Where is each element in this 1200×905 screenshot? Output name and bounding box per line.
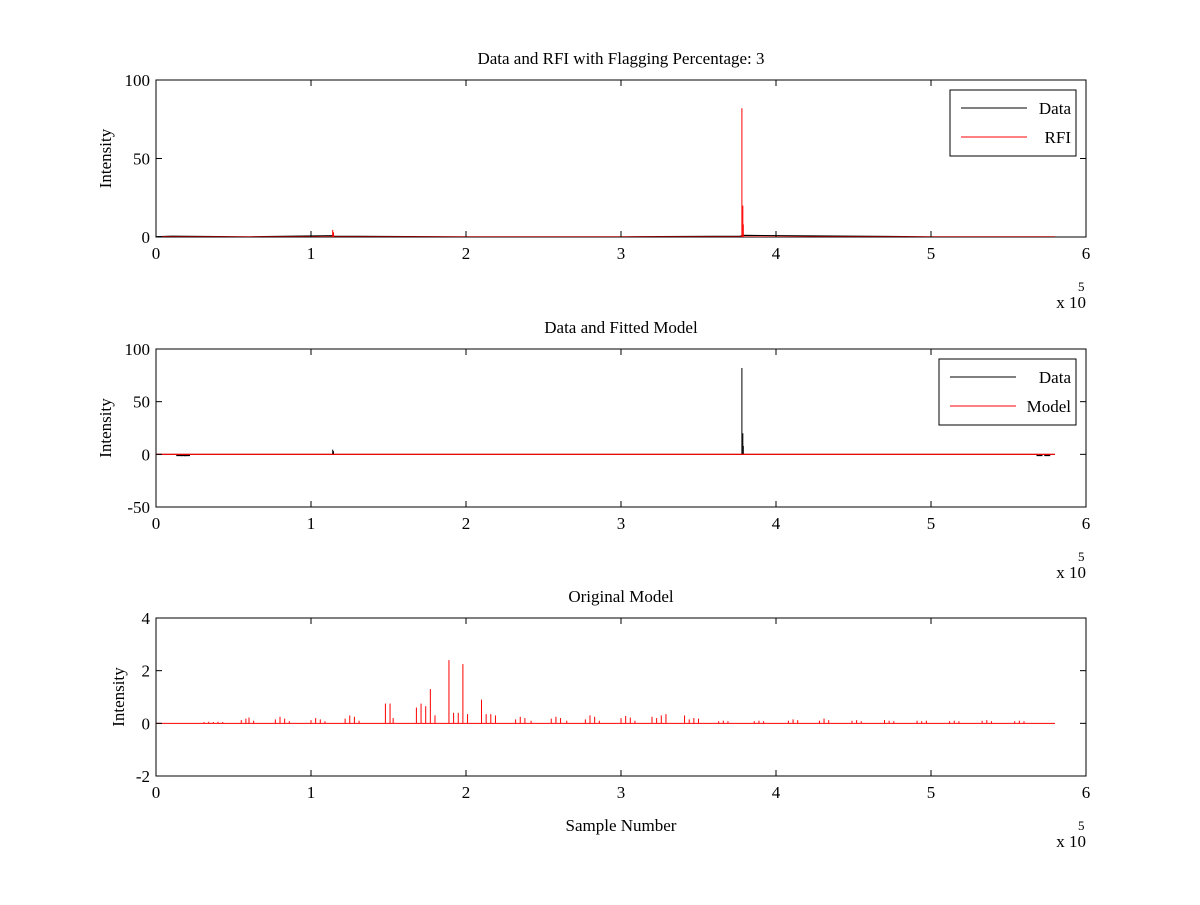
y-tick-label: 100 — [125, 71, 151, 90]
x-exponent-power: 5 — [1078, 549, 1085, 564]
axes-box — [155, 617, 1087, 777]
x-tick-label: 3 — [617, 244, 626, 263]
y-tick-label: 100 — [125, 340, 151, 359]
legend: Data RFI — [949, 89, 1077, 157]
chart-title: Data and Fitted Model — [544, 318, 698, 337]
x-axis-label: Sample Number — [566, 816, 677, 835]
x-tick-label: 4 — [772, 514, 781, 533]
x-tick-label: 0 — [152, 783, 161, 802]
x-tick-label: 6 — [1082, 514, 1091, 533]
x-tick-label: 1 — [307, 514, 316, 533]
y-tick-label: 0 — [142, 445, 151, 464]
chart-title: Original Model — [568, 587, 674, 606]
axes-box — [155, 348, 1087, 508]
x-tick-label: 2 — [462, 783, 471, 802]
x-tick-label: 0 — [152, 514, 161, 533]
y-tick-label: 0 — [142, 228, 151, 247]
y-tick-label: 4 — [142, 609, 151, 628]
x-tick-label: 5 — [927, 244, 936, 263]
y-axis-label: Intensity — [109, 667, 128, 727]
x-tick-label: 0 — [152, 244, 161, 263]
x-exponent-multiplier: x 10 — [1056, 563, 1086, 582]
x-tick-label: 4 — [772, 783, 781, 802]
x-tick-label: 6 — [1082, 244, 1091, 263]
y-tick-label: 2 — [142, 662, 151, 681]
legend-entry-rfi: RFI — [1045, 128, 1072, 147]
y-tick-label: -50 — [127, 498, 150, 517]
y-axis-label: Intensity — [96, 128, 115, 188]
legend-box — [938, 358, 1077, 426]
legend: Data Model — [938, 358, 1077, 426]
x-tick-label: 5 — [927, 514, 936, 533]
axes-box — [155, 79, 1087, 238]
y-tick-label: -2 — [136, 767, 150, 786]
x-tick-label: 1 — [307, 783, 316, 802]
x-tick-label: 2 — [462, 514, 471, 533]
x-exponent-multiplier: x 10 — [1056, 293, 1086, 312]
y-tick-label: 0 — [142, 714, 151, 733]
chart-title: Data and RFI with Flagging Percentage: 3 — [477, 49, 764, 68]
x-tick-label: 6 — [1082, 783, 1091, 802]
legend-entry-data: Data — [1039, 99, 1072, 118]
y-axis-label: Intensity — [96, 398, 115, 458]
x-exponent-power: 5 — [1078, 279, 1085, 294]
x-tick-label: 4 — [772, 244, 781, 263]
x-exponent-power: 5 — [1078, 818, 1085, 833]
plot-area — [156, 660, 1055, 724]
x-tick-label: 3 — [617, 783, 626, 802]
x-tick-label: 1 — [307, 244, 316, 263]
x-exponent-multiplier: x 10 — [1056, 832, 1086, 851]
x-tick-label: 3 — [617, 514, 626, 533]
legend-box — [949, 89, 1077, 157]
y-tick-label: 50 — [133, 150, 150, 169]
legend-entry-data: Data — [1039, 368, 1072, 387]
plot-area — [156, 367, 1055, 457]
legend-entry-model: Model — [1027, 397, 1072, 416]
y-tick-label: 50 — [133, 393, 150, 412]
x-tick-label: 5 — [927, 783, 936, 802]
x-tick-label: 2 — [462, 244, 471, 263]
